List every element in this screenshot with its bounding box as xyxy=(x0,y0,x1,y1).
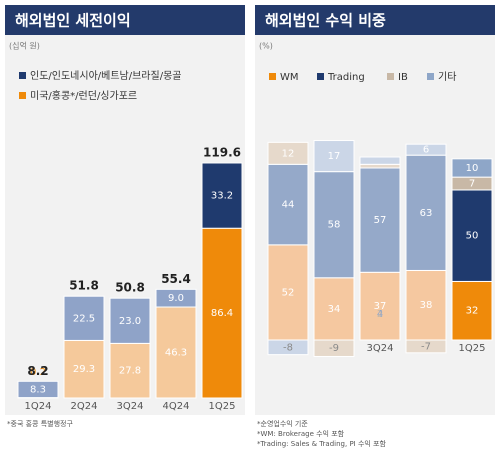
value-label: -9 xyxy=(329,343,339,354)
value-label: 52 xyxy=(282,287,295,298)
value-label: 63 xyxy=(420,208,433,219)
bar-segment xyxy=(313,140,355,173)
value-label: 58 xyxy=(328,220,341,231)
bar-segment xyxy=(267,141,309,165)
total-label: 119.6 xyxy=(203,145,241,159)
bar-segment xyxy=(267,163,309,246)
legend-swatch xyxy=(19,92,26,99)
bar-segment xyxy=(359,156,401,165)
legend-label: IB xyxy=(398,72,408,83)
bar-segment xyxy=(313,277,355,341)
bar-segment xyxy=(359,167,401,273)
value-label: 17 xyxy=(328,151,341,162)
total-label: 50.8 xyxy=(115,281,145,295)
value-label: 4 xyxy=(377,309,383,320)
value-label: 46.3 xyxy=(165,348,187,359)
x-tick-label: 1Q24 xyxy=(25,401,52,412)
value-label: 10 xyxy=(466,163,479,174)
legend-label: 미국/홍콩*/런던/싱가포르 xyxy=(30,89,137,102)
legend-swatch xyxy=(269,73,276,80)
value-label: 50 xyxy=(466,231,479,242)
bar-segment xyxy=(267,244,309,341)
panel-header xyxy=(5,5,245,35)
legend-swatch xyxy=(387,73,394,80)
x-tick-label: 1Q25 xyxy=(459,343,486,354)
value-label: 37 xyxy=(374,301,387,312)
value-label: -7 xyxy=(421,341,431,352)
bar-segment xyxy=(155,288,197,308)
total-label: 8.2 xyxy=(27,364,48,378)
legend-swatch xyxy=(427,73,434,80)
footnote: *순영업수익 기준 xyxy=(257,419,308,428)
panel-header xyxy=(255,5,495,35)
value-label: 23.0 xyxy=(119,316,141,327)
x-tick-label: 2Q24 xyxy=(71,401,98,412)
total-label: 51.8 xyxy=(69,279,99,293)
bar-segment xyxy=(313,339,355,357)
value-label: 27.8 xyxy=(119,366,141,377)
bar-segment xyxy=(17,380,59,399)
x-tick-label: 3Q24 xyxy=(117,401,144,412)
x-tick-label: 4Q24 xyxy=(163,401,190,412)
footnote: *WM: Brokerage 수익 포함 xyxy=(257,429,345,438)
bar-segment xyxy=(201,162,243,229)
unit-label: (%) xyxy=(259,42,273,51)
panel-title: 해외법인 수익 비중 xyxy=(265,12,386,30)
bar-segment xyxy=(359,163,401,169)
bar-segment xyxy=(109,297,151,344)
value-label: 57 xyxy=(374,215,387,226)
legend-swatch xyxy=(19,72,26,79)
legend-label: 인도/인도네시아/베트남/브라질/몽골 xyxy=(30,70,181,82)
value-label: 38 xyxy=(420,300,433,311)
value-label: 44 xyxy=(282,200,295,211)
value-label: 33.2 xyxy=(211,191,233,202)
x-tick-label: 3Q24 xyxy=(367,343,394,354)
legend-label: Trading xyxy=(327,72,365,83)
value-label: 34 xyxy=(328,304,341,315)
bar-segment xyxy=(451,280,493,341)
value-label: 22.5 xyxy=(73,313,95,324)
panel-title: 해외법인 세전이익 xyxy=(15,12,131,30)
value-label: 0.2 xyxy=(30,367,46,378)
bar-segment xyxy=(405,269,447,341)
legend-label: 기타 xyxy=(438,71,456,83)
unit-label: (십억 원) xyxy=(9,41,40,51)
bar-segment xyxy=(155,306,197,399)
footnote: *Trading: Sales & Trading, PI 수익 포함 xyxy=(257,439,386,448)
bar-segment xyxy=(201,227,243,399)
value-label: 12 xyxy=(282,148,295,159)
bar-segment xyxy=(63,339,105,399)
bar-segment xyxy=(405,143,447,156)
bar-segment xyxy=(405,339,447,354)
bar-segment xyxy=(267,339,309,356)
value-label: 6 xyxy=(423,145,429,156)
value-label: 32 xyxy=(466,306,479,317)
bar-segment xyxy=(451,189,493,282)
total-label: 55.4 xyxy=(161,272,191,286)
value-label: 8.3 xyxy=(30,384,46,395)
footnote: *중국 홍콩 특별행정구 xyxy=(7,419,73,428)
bar-segment xyxy=(109,342,151,399)
bar-segment xyxy=(451,158,493,178)
bar-segment xyxy=(313,171,355,279)
legend-label: WM xyxy=(280,72,299,83)
value-label: 7 xyxy=(469,179,475,190)
bar-segment xyxy=(359,271,401,341)
x-tick-label: 1Q25 xyxy=(209,401,236,412)
value-label: 9.0 xyxy=(168,293,184,304)
bar-segment xyxy=(63,295,105,341)
value-label: 86.4 xyxy=(211,308,233,319)
value-label: 29.3 xyxy=(73,364,95,375)
legend-swatch xyxy=(317,73,324,80)
bar-segment xyxy=(405,154,447,271)
value-label: -8 xyxy=(283,342,293,353)
value-label: 2 xyxy=(377,309,383,320)
